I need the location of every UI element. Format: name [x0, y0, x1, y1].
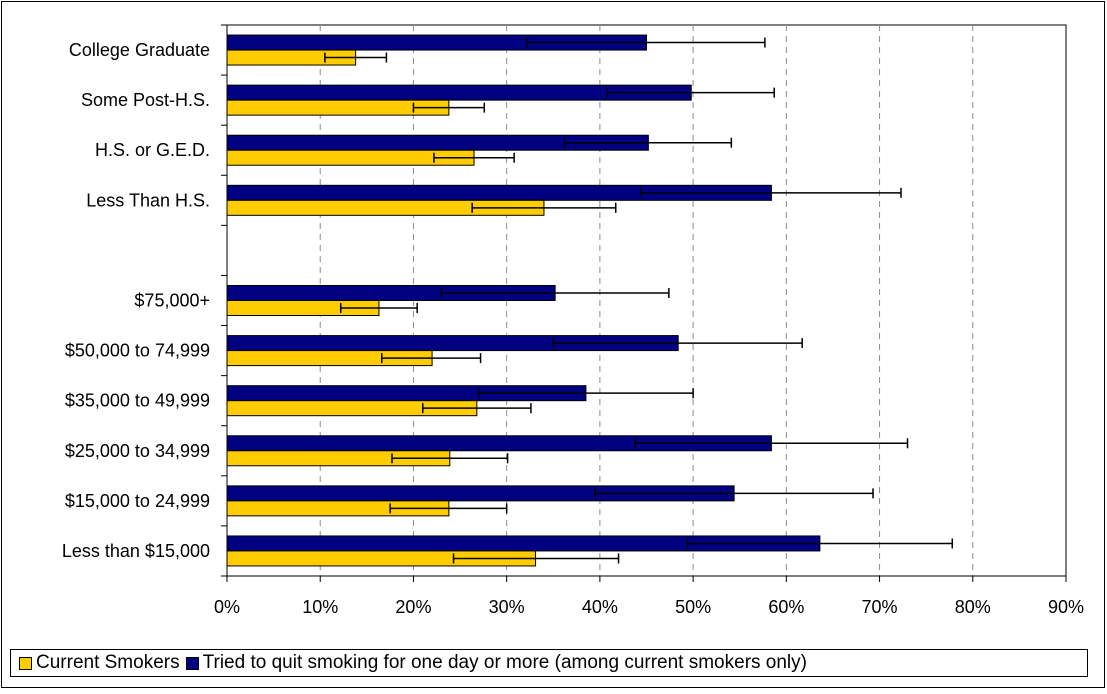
y-tick-label: $50,000 to 74,999	[65, 341, 210, 361]
legend-label-current-smokers: Current Smokers	[36, 652, 180, 673]
y-tick-label: $15,000 to 24,999	[65, 491, 210, 511]
x-tick-label: 70%	[862, 597, 898, 617]
legend: Current Smokers Tried to quit smoking fo…	[10, 649, 1088, 677]
y-tick-label: $35,000 to 49,999	[65, 391, 210, 411]
x-tick-label: 60%	[768, 597, 804, 617]
legend-item-current-smokers: Current Smokers	[19, 652, 180, 674]
legend-swatch-current-smokers	[19, 656, 32, 670]
y-tick-label: College Graduate	[69, 40, 210, 60]
legend-item-tried-to-quit: Tried to quit smoking for one day or mor…	[185, 652, 807, 674]
x-tick-label: 30%	[489, 597, 525, 617]
legend-label-tried-to-quit: Tried to quit smoking for one day or mor…	[202, 652, 807, 673]
x-tick-label: 90%	[1048, 597, 1084, 617]
y-tick-label: $75,000+	[134, 291, 210, 311]
x-tick-label: 50%	[675, 597, 711, 617]
x-tick-label: 20%	[395, 597, 431, 617]
y-tick-label: Less Than H.S.	[86, 190, 210, 210]
y-tick-label: Some Post-H.S.	[81, 90, 210, 110]
x-tick-label: 10%	[302, 597, 338, 617]
error-bars	[324, 37, 954, 564]
bars	[226, 34, 821, 567]
x-tick-label: 40%	[582, 597, 618, 617]
x-tick-labels: 0% 10% 20% 30% 40% 50% 60% 70% 80% 90%	[214, 575, 1084, 617]
x-tick-label: 80%	[955, 597, 991, 617]
y-tick-label: Less than $15,000	[62, 541, 210, 561]
x-tick-label: 0%	[214, 597, 240, 617]
legend-swatch-tried-to-quit	[185, 656, 199, 670]
y-tick-label: H.S. or G.E.D.	[95, 140, 210, 160]
y-tick-labels: College Graduate Some Post-H.S. H.S. or G.…	[62, 24, 228, 577]
y-tick-label: $25,000 to 34,999	[65, 441, 210, 461]
